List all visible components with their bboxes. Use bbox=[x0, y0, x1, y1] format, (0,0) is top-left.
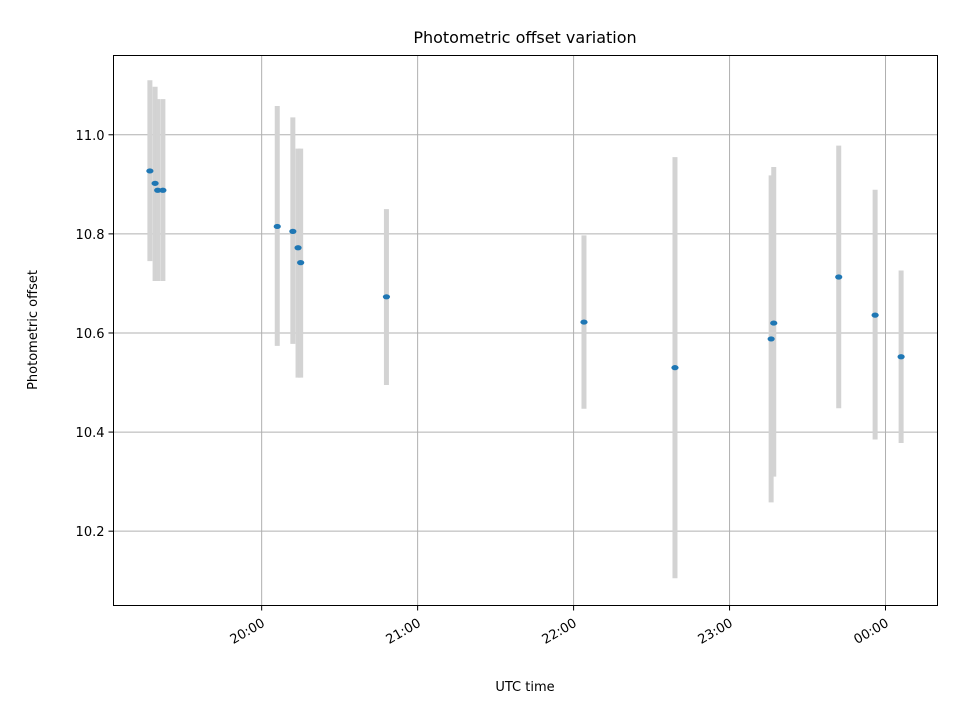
data-point bbox=[151, 180, 159, 186]
data-point bbox=[580, 319, 588, 325]
y-tick-label: 10.6 bbox=[76, 327, 105, 342]
plot-frame bbox=[113, 55, 938, 606]
y-axis-label: Photometric offset bbox=[26, 270, 41, 390]
data-point bbox=[671, 365, 679, 371]
x-tick-label: 21:00 bbox=[384, 616, 424, 648]
data-point bbox=[770, 320, 778, 326]
data-point bbox=[871, 312, 879, 318]
y-tick-label: 10.4 bbox=[76, 426, 105, 441]
data-point bbox=[382, 294, 391, 300]
y-tick-layer: 10.2 10.4 10.6 10.8 11.0 bbox=[76, 129, 114, 540]
y-tick-label: 10.8 bbox=[76, 228, 105, 243]
data-point bbox=[897, 354, 905, 360]
y-tick-label: 11.0 bbox=[76, 129, 105, 144]
data-point bbox=[289, 228, 297, 235]
data-point bbox=[294, 245, 302, 251]
x-tick-layer: 20:00 21:00 22:00 23:00 00:00 bbox=[228, 605, 892, 648]
point-layer bbox=[146, 168, 905, 371]
x-tick-label: 22:00 bbox=[540, 616, 580, 648]
data-point bbox=[273, 223, 281, 230]
data-point bbox=[154, 187, 162, 193]
data-point bbox=[835, 274, 843, 280]
y-tick-label: 10.2 bbox=[76, 525, 105, 540]
x-axis-label: UTC time bbox=[495, 680, 554, 695]
chart-title: Photometric offset variation bbox=[413, 28, 636, 47]
data-point bbox=[767, 336, 775, 342]
x-tick-label: 00:00 bbox=[852, 616, 892, 648]
errorbar-layer bbox=[147, 80, 904, 579]
x-tick-label: 23:00 bbox=[696, 616, 736, 648]
data-point bbox=[297, 260, 305, 266]
data-point bbox=[146, 168, 154, 174]
x-tick-label: 20:00 bbox=[228, 616, 268, 648]
data-point bbox=[159, 187, 167, 193]
grid-layer bbox=[113, 55, 938, 606]
